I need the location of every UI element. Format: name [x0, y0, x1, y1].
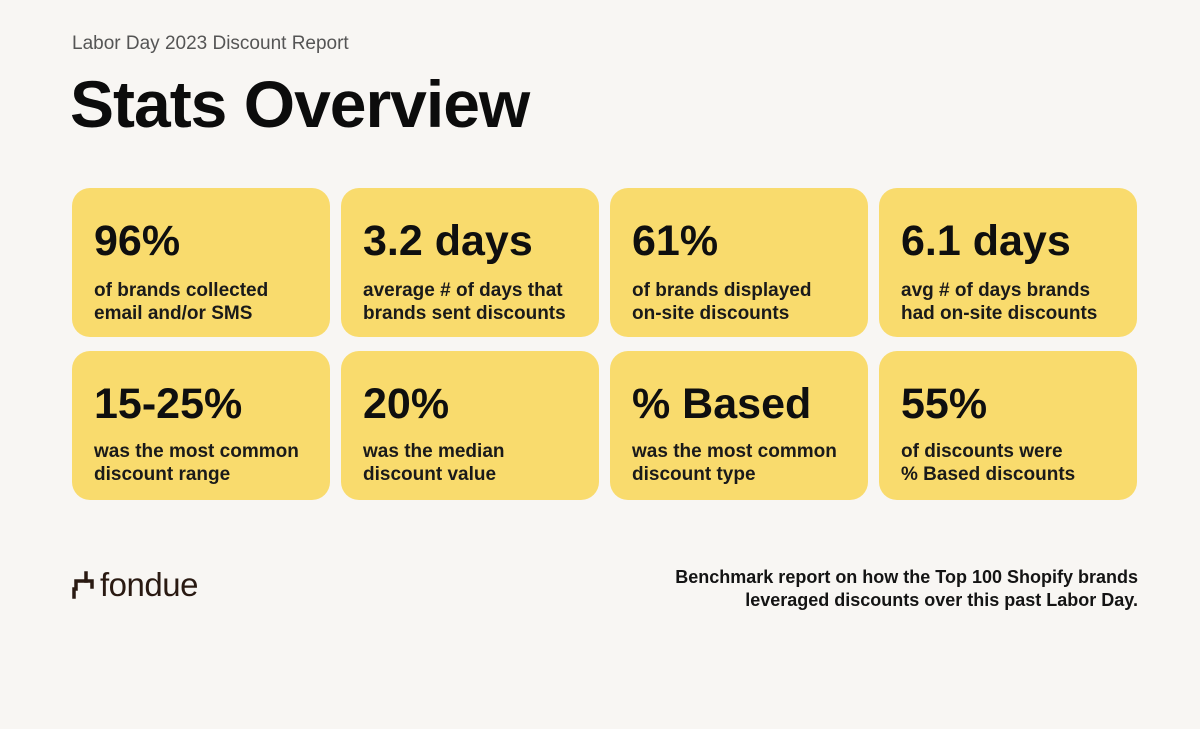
stat-description: of discounts were % Based discounts [901, 440, 1117, 486]
stat-description: average # of days that brands sent disco… [363, 279, 579, 325]
stat-card-average-days-discounts: 3.2 days average # of days that brands s… [341, 188, 599, 337]
stat-card-percent-based-share: 55% of discounts were % Based discounts [879, 351, 1137, 500]
stat-description-line: brands sent discounts [363, 303, 566, 324]
stat-description-line: discount range [94, 464, 231, 485]
stat-description-line: of discounts were [901, 441, 1063, 462]
stat-description-line: discount type [632, 464, 756, 485]
report-tagline: Benchmark report on how the Top 100 Shop… [675, 566, 1138, 612]
stat-value: 61% [632, 217, 719, 265]
stat-description: was the most common discount type [632, 440, 848, 486]
page-title: Stats Overview [70, 67, 530, 141]
fondue-logo-icon [72, 571, 94, 599]
stat-value: 6.1 days [901, 217, 1071, 265]
fondue-logo: fondue [72, 566, 198, 604]
stat-card-brands-collected-email: 96% of brands collected email and/or SMS [72, 188, 330, 337]
stat-description-line: was the most common [632, 441, 837, 462]
stat-card-median-discount: 20% was the median discount value [341, 351, 599, 500]
tagline-line: Benchmark report on how the Top 100 Shop… [675, 567, 1138, 587]
stat-description-line: had on-site discounts [901, 303, 1098, 324]
stat-description-line: was the median [363, 441, 505, 462]
stat-description: of brands displayed on-site discounts [632, 279, 848, 325]
stat-card-onsite-days: 6.1 days avg # of days brands had on-sit… [879, 188, 1137, 337]
tagline-line: leveraged discounts over this past Labor… [745, 590, 1138, 610]
stat-description-line: avg # of days brands [901, 280, 1091, 301]
stat-value: 96% [94, 217, 181, 265]
stat-description-line: of brands displayed [632, 280, 812, 301]
stats-grid: 96% of brands collected email and/or SMS… [72, 188, 1138, 500]
stat-card-onsite-discounts: 61% of brands displayed on-site discount… [610, 188, 868, 337]
stat-value: % Based [632, 380, 812, 428]
stat-card-discount-type: % Based was the most common discount typ… [610, 351, 868, 500]
stat-value: 20% [363, 380, 450, 428]
logo-wordmark: fondue [100, 566, 198, 603]
report-subtitle: Labor Day 2023 Discount Report [72, 33, 349, 54]
stat-description-line: email and/or SMS [94, 303, 253, 324]
stat-description-line: of brands collected [94, 280, 269, 301]
stat-card-discount-range: 15-25% was the most common discount rang… [72, 351, 330, 500]
stat-description: avg # of days brands had on-site discoun… [901, 279, 1117, 325]
stat-description: was the most common discount range [94, 440, 310, 486]
stat-description-line: average # of days that [363, 280, 563, 301]
stat-description-line: was the most common [94, 441, 299, 462]
stat-value: 55% [901, 380, 988, 428]
stat-description-line: on-site discounts [632, 303, 790, 324]
stat-description: of brands collected email and/or SMS [94, 279, 310, 325]
stat-value: 3.2 days [363, 217, 533, 265]
stat-value: 15-25% [94, 380, 243, 428]
stat-description: was the median discount value [363, 440, 579, 486]
stat-description-line: discount value [363, 464, 497, 485]
stat-description-line: % Based discounts [901, 464, 1076, 485]
